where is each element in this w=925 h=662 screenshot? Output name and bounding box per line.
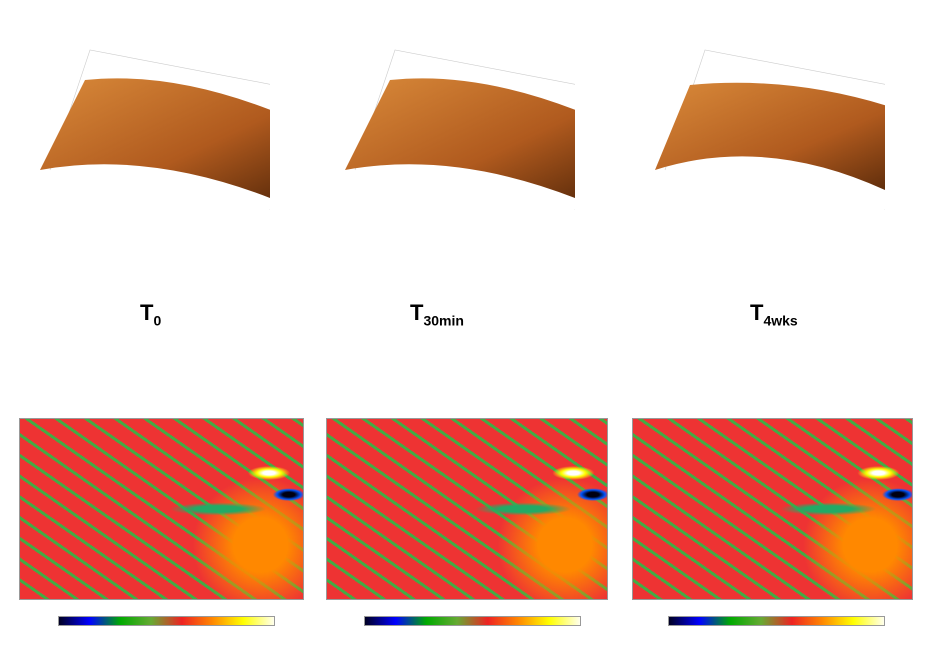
- 3d-surface-t30min: [345, 49, 575, 210]
- label-t0: T0: [140, 300, 162, 329]
- label-t30min: T30min: [410, 300, 464, 329]
- colorbar-t0: [58, 616, 275, 626]
- colorbar-t4wks: [668, 616, 885, 626]
- colorbar-t30min: [364, 616, 581, 626]
- label-t4wks: T4wks: [750, 300, 798, 329]
- height-map-t4wks: [632, 418, 913, 600]
- 3d-surface-t4wks: [655, 49, 885, 210]
- height-map-t0: [19, 418, 304, 600]
- 3d-surface-t0: [40, 49, 270, 210]
- height-map-t30min: [326, 418, 608, 600]
